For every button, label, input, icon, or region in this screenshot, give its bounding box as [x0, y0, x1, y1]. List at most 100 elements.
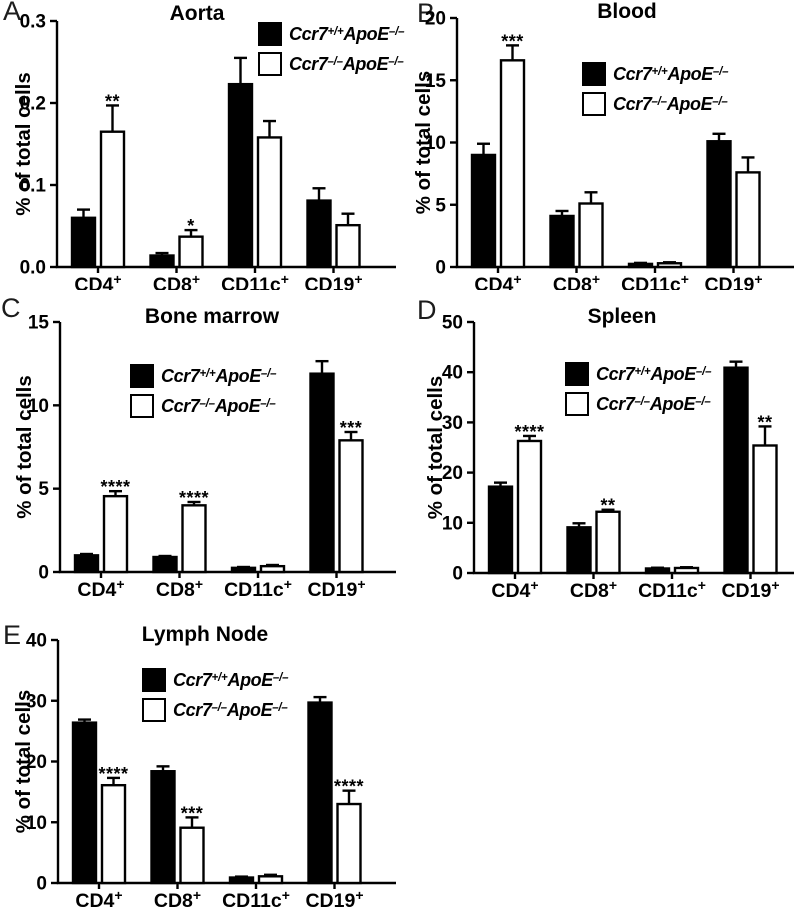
y-tick-label: 0.2 — [20, 94, 46, 115]
legend-label: Ccr7–/–ApoE–/– — [173, 699, 288, 720]
y-tick-label: 15 — [28, 313, 50, 334]
legend-label: Ccr7+/+ApoE–/– — [161, 365, 277, 386]
y-tick-label: 10 — [425, 133, 446, 154]
y-tick-label: 0.1 — [20, 176, 47, 197]
y-axis-label: % of total cells — [13, 375, 36, 519]
panel-letter-e: E — [3, 620, 22, 650]
chart-title-blood: Blood — [597, 0, 657, 23]
legend-swatch-black — [130, 364, 154, 388]
legend-swatch-white — [258, 52, 282, 76]
bar-CD8+-s1 — [595, 510, 621, 575]
bar-CD8+-s0 — [149, 254, 175, 269]
legend-blood: Ccr7+/+ApoE–/– Ccr7–/–ApoE–/– — [582, 62, 728, 122]
legend-item: Ccr7–/–ApoE–/– — [258, 52, 404, 76]
category-label: CD19+ — [307, 576, 365, 600]
bar-CD8+-s0 — [549, 214, 575, 269]
y-axis-label: % of total cells — [412, 71, 435, 215]
legend-swatch-white — [130, 394, 154, 418]
bar-CD19+-s1 — [336, 802, 362, 885]
panel-spleen: D Spleen 0 10 20 30 40 50 CD4+ CD8+ CD11c+ CD19+ *… — [400, 290, 797, 600]
legend-aorta: Ccr7+/+ApoE–/– Ccr7–/–ApoE–/– — [258, 22, 404, 82]
legend-label: Ccr7+/+ApoE–/– — [596, 363, 712, 384]
bar-CD11c+-s0 — [644, 567, 671, 575]
bar-CD4+-s0 — [71, 721, 98, 885]
category-label: CD11c+ — [621, 271, 689, 290]
bar-CD19+-s0 — [723, 366, 749, 575]
legend-swatch-black — [142, 668, 166, 692]
significance-stars: **** — [179, 488, 209, 508]
bar-CD4+-s1 — [516, 439, 543, 575]
legend-bone-marrow: Ccr7+/+ApoE–/– Ccr7–/–ApoE–/– — [130, 364, 276, 424]
y-tick-label: 30 — [26, 691, 47, 712]
y-tick-label: 20 — [26, 752, 47, 773]
y-tick-label: 10 — [28, 396, 49, 417]
significance-stars: **** — [98, 764, 128, 784]
category-label: CD19+ — [304, 271, 362, 290]
bar-CD8+-s1 — [578, 202, 604, 269]
legend-swatch-white — [142, 698, 166, 722]
bar-CD19+-s1 — [735, 171, 761, 269]
category-label: CD11c+ — [221, 271, 289, 290]
category-label: CD19+ — [704, 271, 762, 290]
legend-label: Ccr7+/+ApoE–/– — [173, 669, 289, 690]
significance-stars: ** — [757, 412, 772, 432]
legend-label: Ccr7–/–ApoE–/– — [161, 395, 276, 416]
y-tick-label: 0.0 — [20, 258, 46, 279]
panel-lymph-node: E Lymph Node 0 10 20 30 40 CD4+ CD8+ CD11c+ CD19… — [0, 600, 398, 907]
significance-stars: *** — [340, 418, 363, 438]
category-label: CD4+ — [491, 577, 538, 600]
bar-CD4+-s0 — [70, 216, 97, 269]
y-tick-label: 5 — [435, 195, 446, 216]
significance-stars: **** — [514, 422, 544, 442]
bar-CD8+-s0 — [152, 555, 178, 574]
y-tick-label: 20 — [442, 463, 463, 484]
legend-label: Ccr7–/–ApoE–/– — [596, 393, 711, 414]
bar-CD8+-s1 — [179, 826, 205, 885]
y-tick-label: 10 — [26, 813, 47, 834]
legend-label: Ccr7+/+ApoE–/– — [613, 63, 729, 84]
bar-CD11c+-s1 — [259, 564, 286, 574]
chart-title-lymph-node: Lymph Node — [141, 623, 269, 646]
panel-blood: B Blood 0 5 10 15 20 CD4+ CD8+ CD11c+ CD19+ *** % … — [400, 0, 797, 290]
chart-title-bone-marrow: Bone marrow — [144, 305, 280, 328]
category-label: CD8+ — [156, 576, 203, 600]
bar-CD11c+-s0 — [227, 82, 254, 269]
y-tick-label: 10 — [442, 513, 463, 534]
bar-CD4+-s1 — [99, 130, 126, 269]
significance-stars: * — [187, 216, 195, 236]
bar-CD4+-s0 — [73, 554, 100, 574]
bar-CD19+-s1 — [338, 439, 364, 574]
bar-CD19+-s0 — [307, 701, 333, 885]
legend-swatch-white — [582, 92, 606, 116]
legend-label: Ccr7–/–ApoE–/– — [613, 93, 728, 114]
y-tick-label: 40 — [26, 631, 47, 652]
y-tick-label: 0 — [435, 258, 446, 279]
bar-CD19+-s1 — [752, 444, 778, 575]
y-tick-label: 50 — [442, 313, 463, 334]
legend-swatch-black — [565, 362, 589, 386]
category-label: CD19+ — [305, 887, 363, 907]
legend-item: Ccr7–/–ApoE–/– — [142, 698, 288, 722]
bar-CD8+-s0 — [566, 526, 592, 575]
legend-item: Ccr7+/+ApoE–/– — [142, 668, 288, 692]
bar-CD8+-s1 — [181, 504, 207, 574]
category-label: CD8+ — [553, 271, 600, 290]
category-label: CD8+ — [153, 271, 200, 290]
significance-stars: *** — [501, 31, 524, 51]
bar-CD11c+-s0 — [228, 876, 255, 885]
category-label: CD11c+ — [222, 887, 290, 907]
y-axis-label: % of total cells — [12, 72, 35, 216]
legend-swatch-white — [565, 392, 589, 416]
y-axis-label: % of total cells — [12, 690, 35, 834]
y-tick-label: 20 — [425, 9, 446, 30]
panel-bone-marrow: C Bone marrow 0 5 10 15 CD4+ CD8+ CD11c+ CD19+ *… — [0, 290, 398, 600]
significance-stars: ** — [105, 91, 120, 111]
legend-item: Ccr7–/–ApoE–/– — [565, 392, 711, 416]
legend-swatch-black — [258, 22, 282, 46]
bar-CD8+-s0 — [150, 770, 176, 885]
legend-swatch-black — [582, 62, 606, 86]
chart-title-aorta: Aorta — [169, 2, 225, 25]
